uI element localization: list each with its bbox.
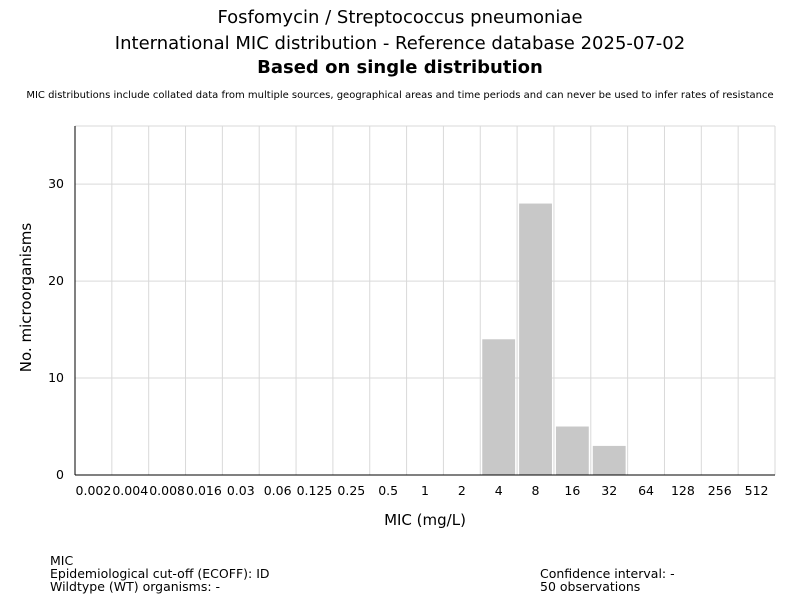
x-tick-label: 2 [458,483,466,498]
footer-right: Confidence interval: - 50 observations [540,567,675,593]
footer-left: MIC Epidemiological cut-off (ECOFF): ID … [50,554,270,593]
x-tick-label: 512 [745,483,769,498]
x-tick-label: 0.125 [297,483,333,498]
x-tick-label: 0.008 [149,483,185,498]
x-tick-label: 256 [708,483,732,498]
x-tick-label: 0.06 [264,483,292,498]
bar-4 [482,339,516,475]
x-tick-label: 64 [638,483,654,498]
bar-32 [592,445,626,475]
x-tick-label: 16 [564,483,580,498]
x-axis-label: MIC (mg/L) [384,511,466,529]
x-tick-label: 128 [671,483,695,498]
x-tick-label: 0.25 [337,483,365,498]
bar-8 [519,203,552,476]
footer-wildtype: Wildtype (WT) organisms: - [50,579,221,594]
x-tick-label: 1 [421,483,429,498]
y-tick-label: 10 [48,370,64,385]
y-axis-label: No. microorganisms [17,223,35,373]
disclaimer-note: MIC distributions include collated data … [26,90,774,101]
x-tick-label: 0.03 [227,483,255,498]
x-tick-label: 0.004 [112,483,148,498]
mic-histogram: 0 10 20 30 0.002 0.004 0.008 0.016 0.03 0.06 0.125… [17,125,776,529]
x-tick-label: 0.002 [76,483,112,498]
x-tick-label: 32 [601,483,617,498]
x-tick-label: 4 [495,483,503,498]
footer-ecoff: Epidemiological cut-off (ECOFF): ID [50,566,270,581]
x-tick-label: 8 [532,483,540,498]
y-tick-label: 20 [48,273,64,288]
bar-16 [555,426,589,475]
y-tick-label: 30 [48,176,64,191]
chart-subtitle: International MIC distribution - Referen… [114,33,686,54]
x-tick-label: 0.5 [378,483,398,498]
footer-mic-label: MIC [50,553,74,568]
distribution-basis: Based on single distribution [257,57,543,78]
x-tick-label: 0.016 [186,483,222,498]
footer-observations: 50 observations [540,579,641,594]
y-tick-label: 0 [56,467,64,482]
footer-confidence-interval: Confidence interval: - [540,566,675,581]
chart-title: Fosfomycin / Streptococcus pneumoniae [217,7,583,28]
